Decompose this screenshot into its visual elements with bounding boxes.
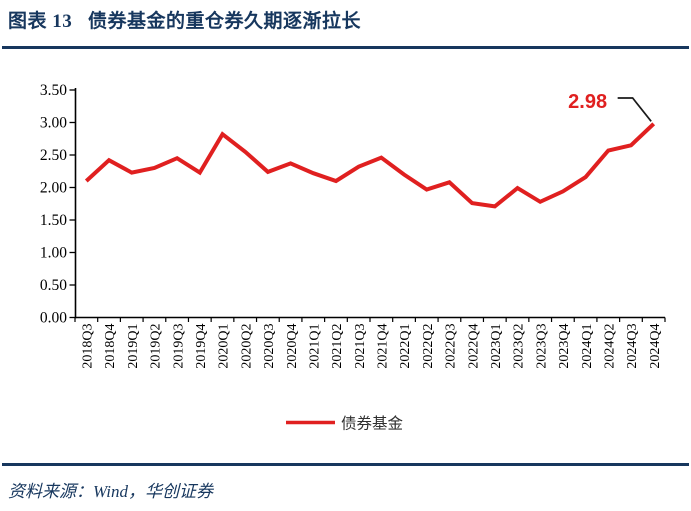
y-axis-label: 2.00 <box>40 180 67 197</box>
x-axis-label: 2018Q3 <box>81 324 96 369</box>
series-line-bond-fund <box>84 122 656 209</box>
x-axis-label: 2023Q4 <box>557 324 572 369</box>
x-axis-label: 2023Q1 <box>489 324 504 369</box>
x-axis-label: 2021Q4 <box>376 324 391 369</box>
y-axis-label: 2.50 <box>40 147 67 164</box>
title-divider <box>2 46 689 49</box>
x-axis-label: 2022Q4 <box>466 324 481 369</box>
x-axis-label: 2019Q4 <box>194 324 209 369</box>
footer-divider <box>2 463 689 466</box>
x-axis-label: 2020Q3 <box>262 324 277 369</box>
x-axis-label: 2019Q3 <box>171 324 186 369</box>
annotation-value-label: 2.98 <box>568 91 607 113</box>
source-note: 资料来源：Wind，华创证券 <box>8 482 213 501</box>
x-axis-label: 2021Q2 <box>330 324 345 369</box>
x-axis-label: 2019Q1 <box>126 324 141 369</box>
annotation-callout-line <box>617 97 652 122</box>
x-axis-label: 2022Q2 <box>421 324 436 369</box>
x-axis-label: 2021Q1 <box>307 324 322 369</box>
figure-title: 图表 13 债券基金的重仓券久期逐渐拉长 <box>8 11 362 32</box>
x-axis-label: 2020Q4 <box>285 324 300 369</box>
x-axis-label: 2024Q4 <box>648 324 663 369</box>
x-axis-label: 2024Q1 <box>580 324 595 369</box>
x-axis-label: 2021Q3 <box>353 324 368 369</box>
x-axis-label: 2018Q4 <box>103 324 118 369</box>
y-axis-label: 0.00 <box>40 310 67 327</box>
y-axis-label: 1.50 <box>40 212 67 229</box>
y-axis-label: 3.50 <box>40 82 67 99</box>
x-axis-label: 2022Q1 <box>398 324 413 369</box>
legend-label: 债券基金 <box>341 415 404 433</box>
x-axis-label: 2024Q3 <box>625 324 640 369</box>
x-axis-label: 2022Q3 <box>444 324 459 369</box>
y-axis-label: 0.50 <box>40 277 67 294</box>
x-axis-label: 2024Q2 <box>602 324 617 369</box>
x-axis-label: 2023Q3 <box>534 324 549 369</box>
x-axis-label: 2020Q1 <box>217 324 232 369</box>
x-axis-label: 2023Q2 <box>512 324 527 369</box>
x-axis-label: 2019Q2 <box>149 324 164 369</box>
y-axis-label: 3.00 <box>40 115 67 132</box>
x-axis-label: 2020Q2 <box>239 324 254 369</box>
y-axis-label: 1.00 <box>40 245 67 262</box>
